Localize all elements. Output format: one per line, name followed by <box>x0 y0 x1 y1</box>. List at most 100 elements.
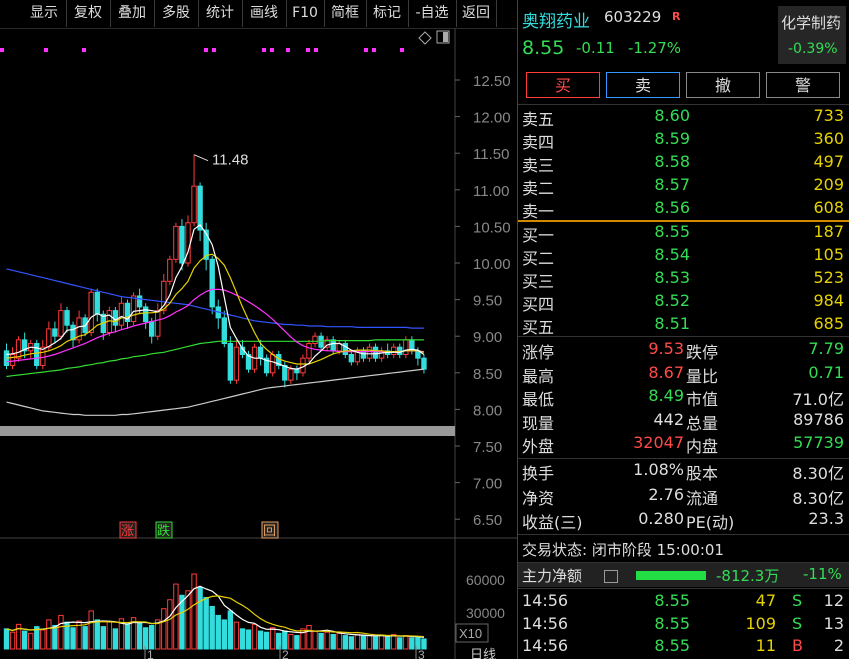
tick-price: 8.55 <box>654 591 690 610</box>
toolbar-item[interactable]: 显示 <box>22 0 67 27</box>
candle-body <box>391 346 397 355</box>
candle-body <box>233 346 240 381</box>
volume-bar <box>276 632 282 650</box>
candle-body <box>46 328 52 348</box>
price-tick-label: 12.50 <box>473 73 511 90</box>
candle-body <box>136 295 143 308</box>
volume-unit-label: X10 <box>459 626 482 641</box>
stat-label: 涨停 <box>522 343 555 362</box>
marker-dot <box>306 48 310 52</box>
volume-bar <box>28 632 34 650</box>
volume-bar <box>318 632 324 650</box>
price-tick-label: 7.50 <box>473 439 502 456</box>
marker-dot <box>262 48 266 52</box>
toolbar-item[interactable]: 统计 <box>198 0 243 27</box>
candle-body <box>58 310 64 337</box>
volume-bar <box>324 631 330 650</box>
price-tick-label: 9.50 <box>473 293 502 310</box>
stat-value: 8.49 <box>648 386 684 405</box>
stat-value: 9.53 <box>648 339 684 358</box>
stat-value: 57739 <box>793 433 844 452</box>
volume-bar <box>221 619 228 650</box>
toolbar-item[interactable]: 复权 <box>66 0 111 27</box>
volume-bar <box>409 637 415 650</box>
candle-body <box>342 343 349 355</box>
stat-value: 442 <box>653 409 684 429</box>
candle-body <box>124 302 131 323</box>
volume-bar <box>76 620 82 650</box>
price-tick-label: 11.00 <box>473 183 509 200</box>
stock-price: 8.55 <box>522 37 565 59</box>
toolbar-item[interactable]: F10 <box>286 0 325 27</box>
volume-bar <box>52 624 58 650</box>
ask-price: 8.60 <box>654 106 690 125</box>
volume-bar <box>421 638 427 650</box>
toolbar-item[interactable]: 画线 <box>242 0 287 27</box>
bid-volume: 685 <box>813 314 844 333</box>
marker-dot <box>270 48 274 52</box>
tick-side: S <box>792 591 803 610</box>
ask-volume: 733 <box>813 106 844 125</box>
marker-dot <box>212 48 216 52</box>
bid-price: 8.54 <box>654 245 690 264</box>
volume-bar <box>34 626 40 650</box>
ask-label: 卖四 <box>522 133 555 152</box>
volume-bar <box>348 636 355 650</box>
volume-bar <box>88 610 94 650</box>
volume-unit-box <box>455 623 489 643</box>
price-tick-label: 10.50 <box>473 219 511 236</box>
stat-label: 跌停 <box>686 343 719 362</box>
bid-volume: 984 <box>813 291 844 310</box>
marker-dot <box>0 48 4 52</box>
sector-box[interactable]: 化学制药 -0.39% <box>778 6 846 64</box>
toolbar-item[interactable]: 叠加 <box>110 0 155 27</box>
ask-volume: 360 <box>813 129 844 148</box>
signal-marker-label: 涨 <box>121 524 134 539</box>
cancel-button[interactable]: 撤 <box>686 72 760 98</box>
gray-band <box>0 426 455 436</box>
volume-bar <box>82 626 88 650</box>
tick-side: S <box>792 613 803 633</box>
main-flow-value: -812.3万 <box>716 567 780 585</box>
volume-bar <box>306 624 312 650</box>
volume-bar <box>94 619 100 650</box>
tick-side: B <box>792 636 803 655</box>
marker-dot <box>364 48 368 52</box>
candle-body <box>360 350 367 359</box>
info-icon[interactable] <box>604 570 618 583</box>
buy-button[interactable]: 买 <box>526 72 600 98</box>
candle-body <box>366 346 373 359</box>
volume-bar <box>106 621 113 650</box>
candle-body <box>209 258 215 308</box>
sell-button[interactable]: 卖 <box>606 72 680 98</box>
price-tick-label: 11.50 <box>473 146 509 163</box>
toolbar-item[interactable]: 返回 <box>456 0 497 27</box>
marker-dot <box>286 48 290 52</box>
candle-body <box>179 225 185 264</box>
candlestick-chart[interactable]: 12.50 12.00 11.50 11.00 10.50 10.00 9.50 9.00 8.… <box>0 28 517 659</box>
toolbar-item[interactable]: 多股 <box>154 0 199 27</box>
alert-button[interactable]: 警 <box>766 72 840 98</box>
ask-price: 8.57 <box>654 175 690 194</box>
volume-bar <box>70 627 76 650</box>
toolbar-item[interactable]: 简框 <box>324 0 367 27</box>
candle-body <box>270 354 276 374</box>
ask-label: 卖一 <box>522 202 555 221</box>
main-flow-row: 主力净额 -812.3万 -11% <box>518 563 849 587</box>
stat-value: 8.67 <box>648 362 684 382</box>
fund-value: 2.76 <box>648 484 684 504</box>
fund-value: 8.30亿 <box>792 488 844 508</box>
ask-label: 卖三 <box>522 156 555 175</box>
marker-dot <box>204 48 208 52</box>
candle-body <box>112 310 119 326</box>
candle-body <box>130 295 137 323</box>
orderbook-divider <box>518 220 849 222</box>
bid-volume: 523 <box>813 268 844 287</box>
panel-toggle-icon <box>436 30 450 44</box>
volume-bar <box>330 633 336 650</box>
tick-count: 2 <box>833 636 844 655</box>
toolbar-item[interactable]: 标记 <box>366 0 409 27</box>
volume-bar <box>300 628 306 650</box>
volume-bar <box>191 573 197 650</box>
toolbar-item[interactable]: -自选 <box>408 0 457 27</box>
